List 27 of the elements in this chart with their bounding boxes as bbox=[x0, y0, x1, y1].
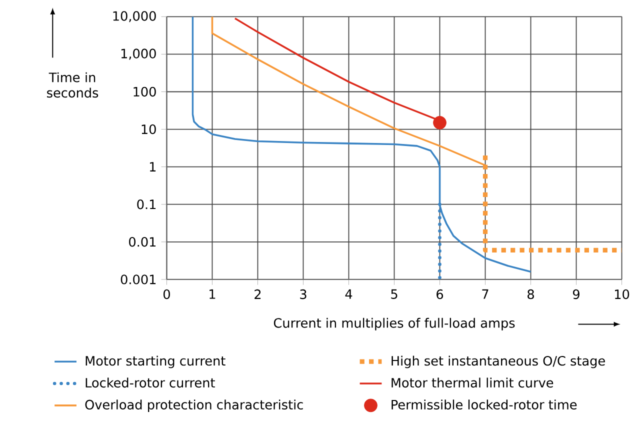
x-tick-label: 10 bbox=[615, 290, 630, 300]
x-tick-label: 6 bbox=[436, 290, 444, 300]
x-tick-label: 3 bbox=[300, 290, 306, 300]
y-tick-label: 0.001 bbox=[120, 274, 156, 285]
y-tick-label: 0.01 bbox=[129, 237, 156, 247]
x-tick-label: 7 bbox=[482, 290, 488, 300]
x-tick-label: 2 bbox=[254, 290, 261, 300]
y-tick-label: 10,000 bbox=[113, 11, 156, 22]
x-tick-label: 1 bbox=[210, 290, 216, 300]
y-axis-title: Time in seconds bbox=[47, 72, 98, 98]
y-tick-label: 10 bbox=[142, 124, 156, 134]
y-tick-label: 100 bbox=[134, 87, 156, 97]
legend-label: High set instantaneous O/C stage bbox=[392, 356, 605, 368]
legend-label: Motor starting current bbox=[86, 356, 226, 368]
legend-label: Permissible locked-rotor time bbox=[392, 400, 577, 410]
legend-label: Motor thermal limit curve bbox=[392, 378, 554, 388]
x-axis-title: Current in multiplies of full-load amps bbox=[274, 318, 515, 331]
x-tick-label: 9 bbox=[573, 290, 580, 300]
y-tick-label: 0.1 bbox=[137, 200, 156, 210]
y-tick-label: 1,000 bbox=[121, 48, 156, 60]
legend-label: Locked-rotor current bbox=[86, 378, 215, 388]
y-tick-label: 1 bbox=[150, 162, 156, 172]
x-tick-label: 0 bbox=[164, 290, 170, 300]
legend-label: Overload protection characteristic bbox=[85, 400, 303, 412]
x-tick-label: 8 bbox=[528, 290, 534, 300]
x-tick-label: 5 bbox=[391, 290, 398, 300]
x-tick-label: 4 bbox=[345, 290, 352, 300]
